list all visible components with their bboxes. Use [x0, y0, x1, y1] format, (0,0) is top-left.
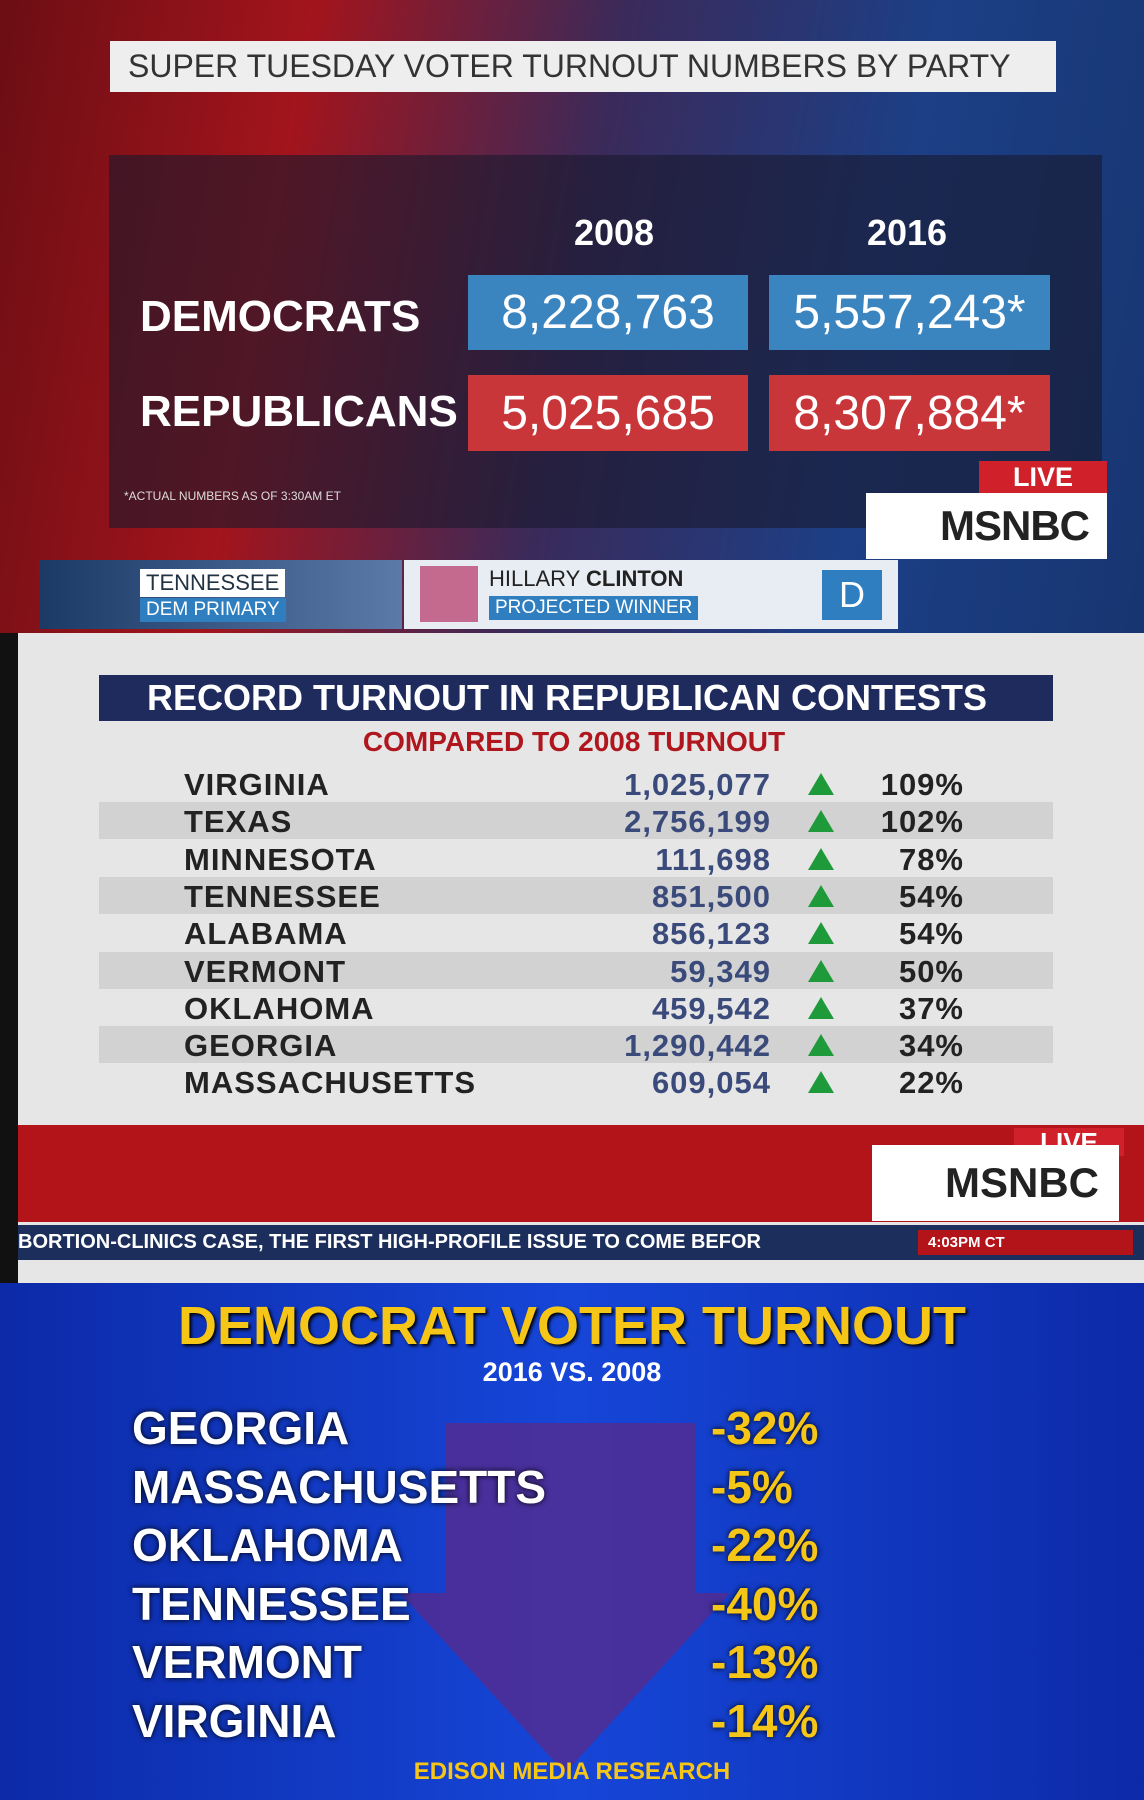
down-arrow [400, 1423, 730, 1773]
state: OKLAHOMA [132, 1519, 403, 1571]
turnout: 459,542 [651, 990, 771, 1026]
live-badge: LIVE [979, 461, 1107, 493]
turnout: 111,698 [655, 841, 771, 877]
up-arrow [808, 959, 834, 982]
state: VIRGINIA [132, 1694, 337, 1747]
state: MINNESOTA [184, 841, 377, 877]
up-arrow [808, 884, 834, 907]
change: -14% [711, 1694, 819, 1747]
up-arrow [808, 773, 834, 795]
row-stripe [99, 951, 1053, 989]
change: -32% [711, 1402, 819, 1454]
race: DEM PRIMARY [140, 598, 286, 622]
turnout: 2,756,199 [624, 804, 771, 840]
up-arrow [808, 1034, 834, 1057]
value-cell: 5,025,685 [468, 375, 748, 451]
candidate-last: CLINTON [586, 566, 684, 591]
state: TENNESSEE [140, 569, 286, 597]
value-cell: 8,307,884* [769, 375, 1050, 451]
status: PROJECTED WINNER [489, 596, 699, 620]
up-arrow [808, 810, 834, 833]
change: -13% [711, 1636, 819, 1688]
source: EDISON MEDIA RESEARCH [413, 1758, 731, 1785]
turnout: 856,123 [651, 916, 771, 952]
turnout: 851,500 [651, 878, 771, 914]
state: TEXAS [184, 804, 293, 840]
state: MASSACHUSETTS [132, 1460, 547, 1513]
change: 78% [898, 841, 964, 877]
turnout: 1,025,077 [624, 767, 771, 802]
up-arrow [808, 996, 834, 1019]
subtitle: 2016 VS. 2008 [482, 1357, 662, 1387]
change: -40% [711, 1577, 819, 1630]
title: SUPER TUESDAY VOTER TURNOUT NUMBERS BY P… [110, 41, 1056, 92]
state: VERMONT [184, 953, 346, 989]
turnout: 609,054 [651, 1065, 771, 1101]
state: OKLAHOMA [184, 990, 375, 1026]
row-stripe [99, 1026, 1053, 1064]
network-logo: MSNBC [872, 1145, 1119, 1221]
network-logo: MSNBC [866, 493, 1107, 559]
value-cell: 5,557,243* [769, 275, 1050, 350]
panel-party-turnout: SUPER TUESDAY VOTER TURNOUT NUMBERS BY P… [0, 0, 1144, 633]
footnote: *ACTUAL NUMBERS AS OF 3:30AM ET [124, 489, 341, 503]
change: 109% [880, 767, 964, 802]
change: 22% [898, 1065, 964, 1101]
row-label: REPUBLICANS [140, 387, 458, 436]
state: TENNESSEE [184, 878, 381, 914]
subtitle: COMPARED TO 2008 TURNOUT [362, 726, 786, 757]
candidate-first: HILLARY [489, 566, 580, 591]
state: GEORGIA [132, 1402, 350, 1454]
change: -5% [711, 1460, 793, 1513]
state: GEORGIA [184, 1028, 338, 1064]
turnout: 59,349 [670, 953, 771, 989]
change: -22% [711, 1519, 819, 1571]
value-cell: 8,228,763 [468, 275, 748, 350]
up-arrow [808, 1071, 834, 1094]
panel-republican-turnout: RECORD TURNOUT IN REPUBLICAN CONTESTS CO… [0, 633, 1144, 1283]
column-header: 2016 [866, 212, 948, 253]
state: TENNESSEE [132, 1577, 411, 1630]
change: 34% [898, 1028, 964, 1064]
party-badge: D [822, 570, 882, 620]
change: 54% [898, 878, 964, 914]
up-arrow [808, 922, 834, 945]
title: DEMOCRAT VOTER TURNOUT [178, 1296, 966, 1356]
column-header: 2008 [573, 212, 655, 253]
candidate-photo [420, 566, 478, 622]
panel-democrat-turnout: DEMOCRAT VOTER TURNOUT 2016 VS. 2008 EDI… [0, 1283, 1144, 1800]
change: 50% [898, 953, 964, 989]
change: 37% [898, 990, 964, 1026]
change: 102% [880, 804, 964, 840]
up-arrow [808, 847, 834, 870]
row-stripe [99, 876, 1053, 914]
time: 4:03PM CT [918, 1230, 1133, 1255]
row-stripe [99, 802, 1053, 840]
title: RECORD TURNOUT IN REPUBLICAN CONTESTS [99, 675, 1053, 721]
row-label: DEMOCRATS [140, 292, 421, 341]
state: VIRGINIA [184, 767, 330, 802]
change: 54% [898, 916, 964, 952]
turnout: 1,290,442 [624, 1028, 771, 1064]
state: MASSACHUSETTS [184, 1065, 477, 1101]
state: ALABAMA [184, 916, 348, 952]
candidate-name: HILLARY CLINTON [489, 566, 683, 592]
state: VERMONT [132, 1636, 362, 1688]
